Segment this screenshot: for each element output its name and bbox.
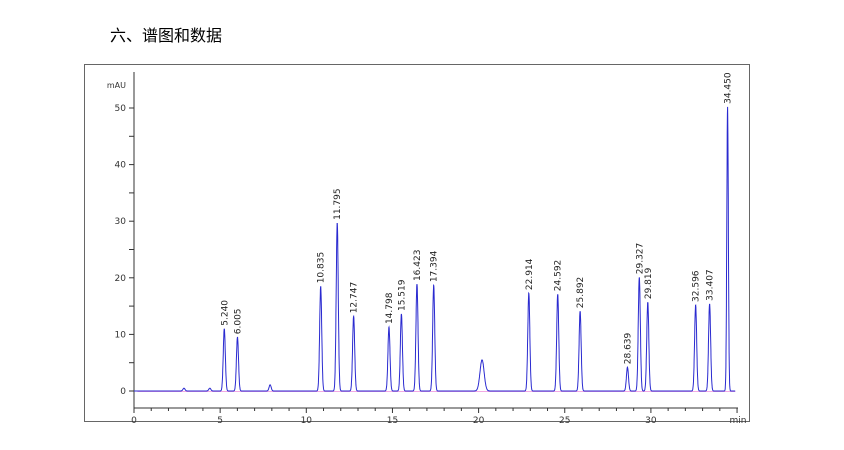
- y-tick-label: 30: [115, 217, 127, 227]
- peak-label: 10.835: [317, 252, 327, 284]
- peak-label: 24.592: [554, 260, 564, 292]
- chromatogram-trace: [134, 106, 736, 392]
- x-tick-label: 10: [301, 416, 313, 426]
- peak-label: 32.596: [692, 270, 702, 302]
- peak-label: 15.519: [397, 279, 407, 311]
- peak-label: 29.327: [635, 243, 645, 275]
- x-tick-label: 0: [131, 416, 137, 426]
- y-tick-label: 50: [115, 104, 127, 114]
- peak-label: 17.394: [430, 250, 440, 282]
- x-tick-label: 20: [473, 416, 485, 426]
- x-tick-label: 25: [559, 416, 570, 426]
- peak-label: 12.747: [350, 282, 360, 314]
- y-tick-label: 40: [115, 161, 127, 171]
- peak-label: 14.798: [385, 292, 395, 324]
- y-tick-label: 0: [120, 387, 126, 397]
- y-tick-label: 10: [115, 330, 127, 340]
- x-tick-label: 30: [645, 416, 657, 426]
- peak-label: 11.795: [333, 188, 343, 220]
- peak-label: 5.240: [220, 300, 230, 326]
- peak-label: 33.407: [706, 269, 716, 301]
- peak-label: 34.450: [724, 72, 734, 104]
- y-tick-label: 20: [115, 274, 127, 284]
- chart-frame: [84, 64, 750, 422]
- peak-label: 29.819: [644, 267, 654, 299]
- peak-label: 25.892: [576, 277, 586, 309]
- y-axis-label: mAU: [107, 81, 126, 90]
- x-axis-label: min: [730, 416, 747, 426]
- peak-label: 16.423: [413, 250, 423, 282]
- x-tick-label: 15: [387, 416, 398, 426]
- x-tick-label: 5: [217, 416, 223, 426]
- peak-label: 6.005: [233, 308, 243, 334]
- peak-label: 28.639: [623, 332, 633, 364]
- section-heading: 六、谱图和数据: [110, 26, 223, 45]
- peak-label: 22.914: [525, 258, 535, 290]
